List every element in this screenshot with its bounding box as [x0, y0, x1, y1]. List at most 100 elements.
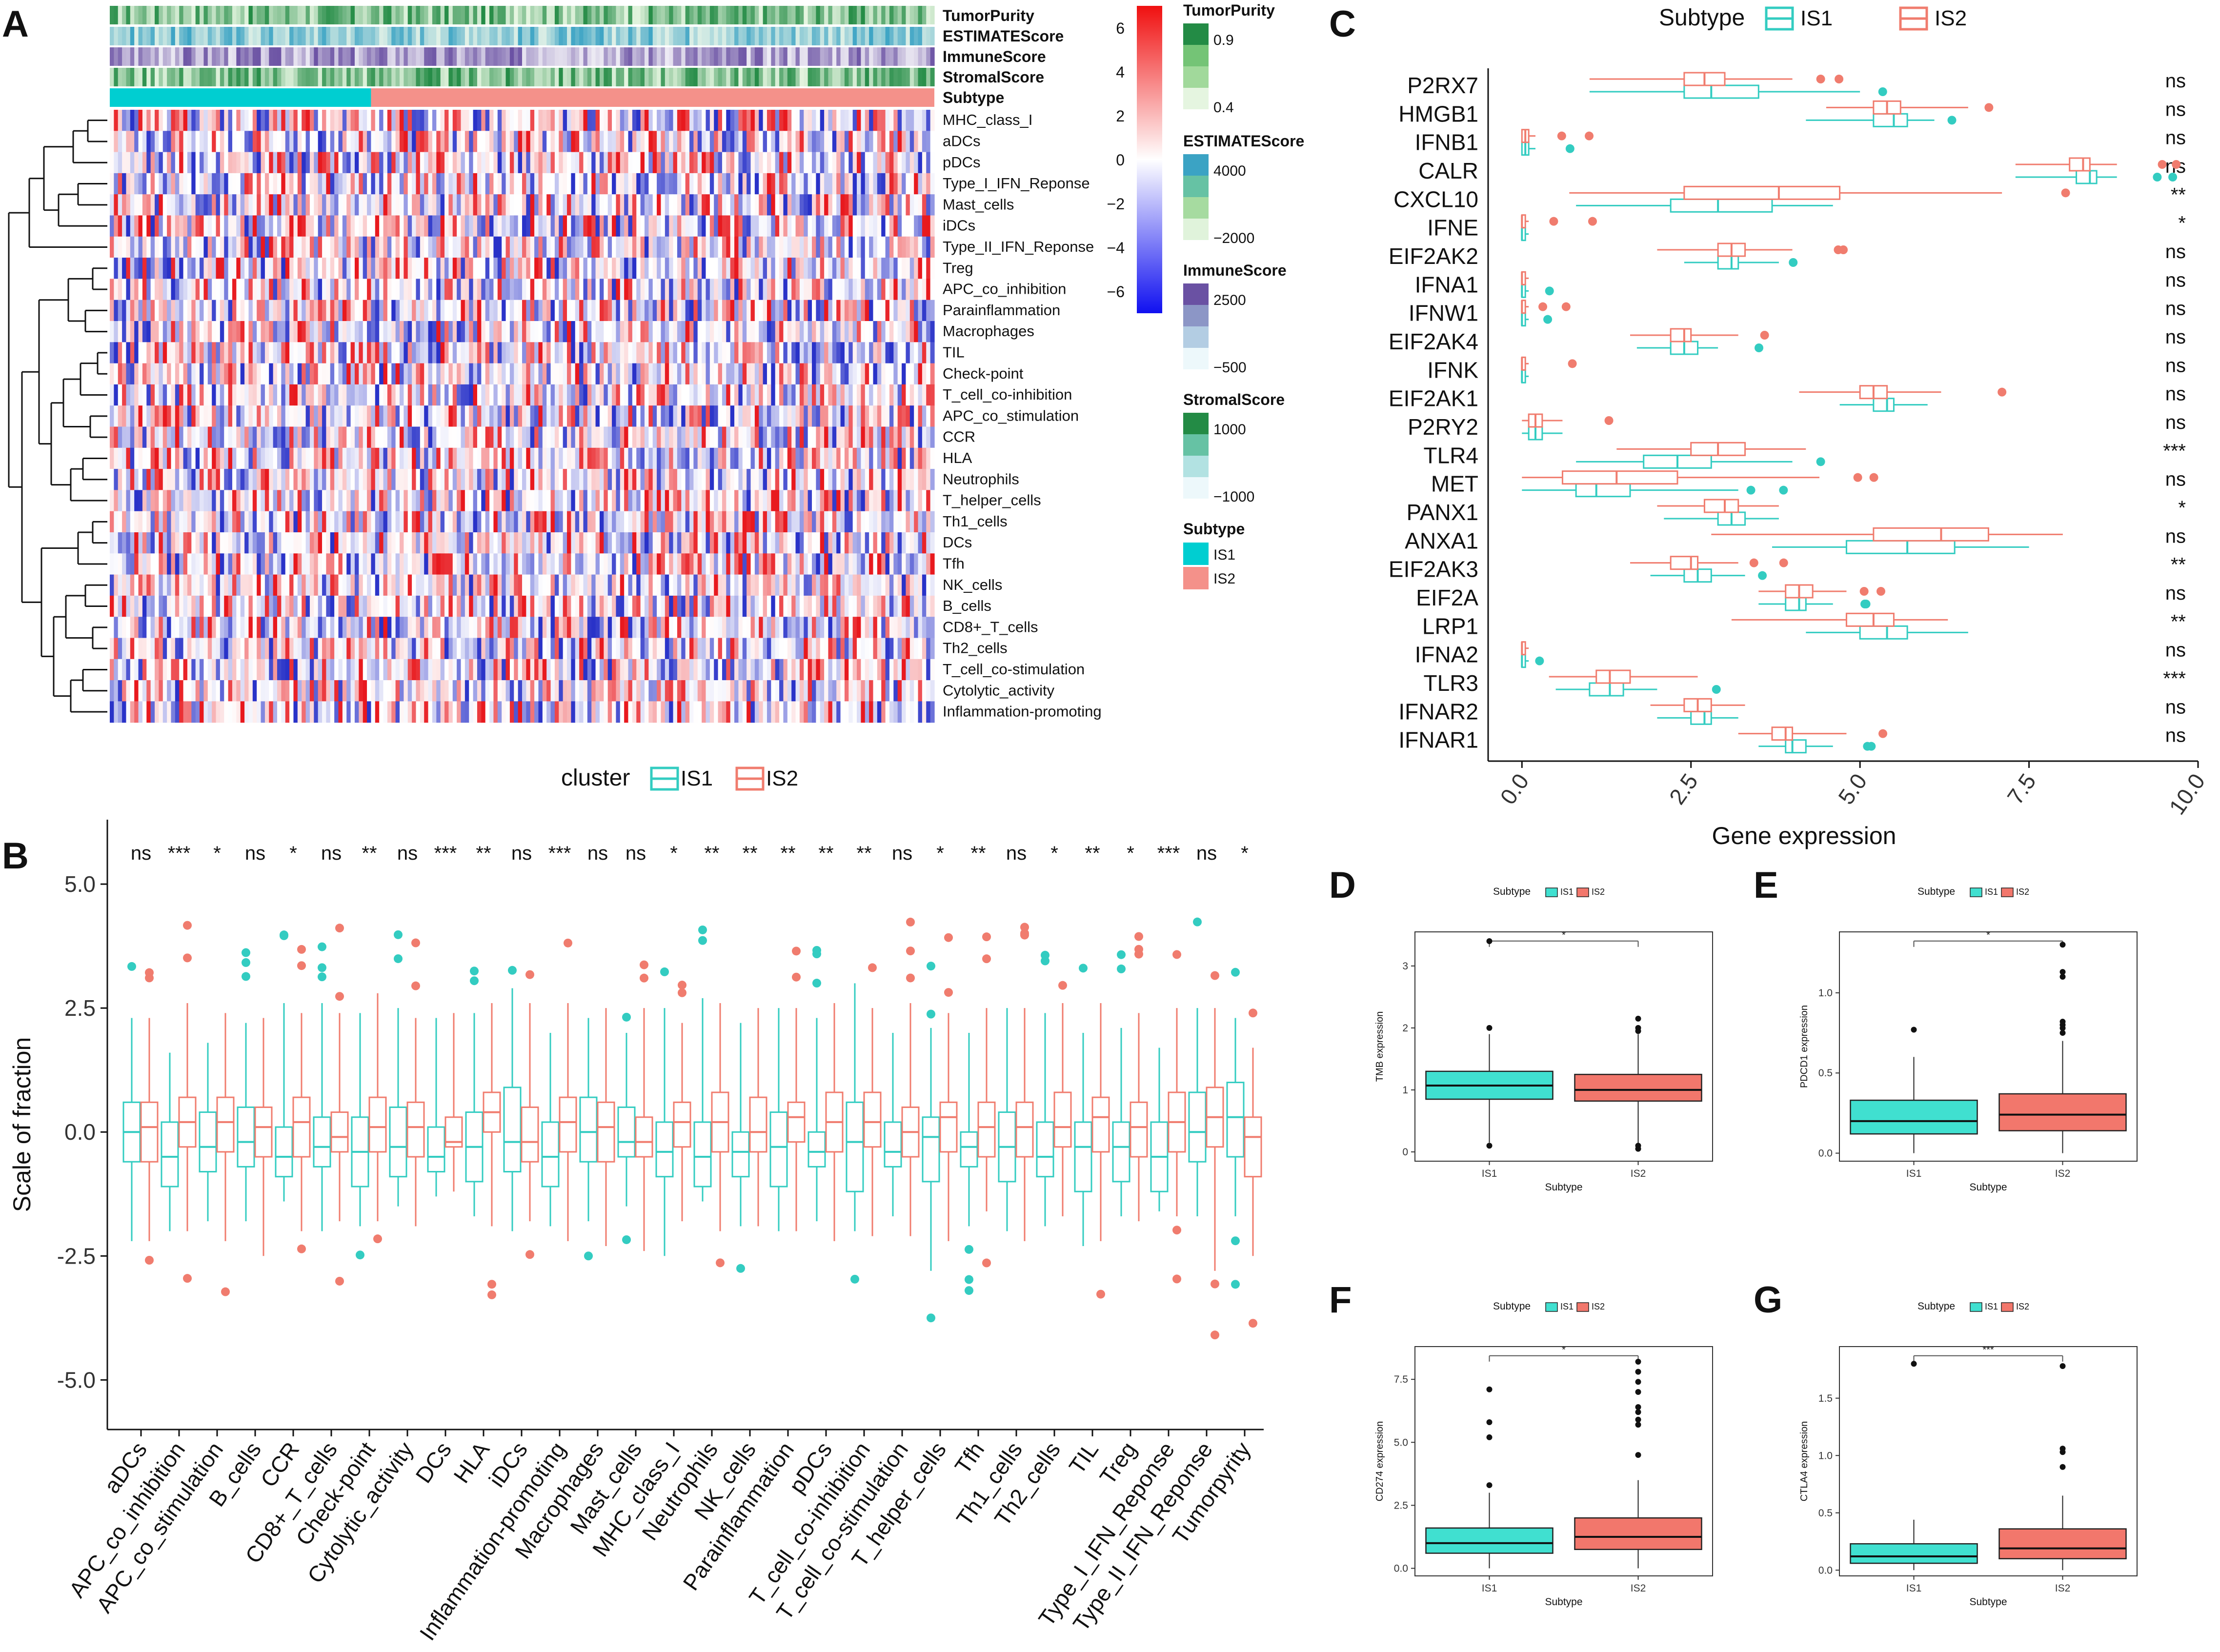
track-cell: [383, 68, 388, 86]
heatmap-cell: [824, 131, 829, 153]
heatmap-cell: [804, 469, 808, 490]
heatmap-cell: [673, 321, 678, 342]
heatmap-cell: [750, 110, 755, 131]
heatmap-cell: [502, 152, 506, 174]
heatmap-cell: [400, 511, 404, 533]
heatmap-cell: [134, 279, 139, 301]
track-cell: [391, 6, 396, 24]
heatmap-cell: [228, 173, 233, 195]
heatmap-cell: [330, 342, 335, 364]
heatmap-cell: [159, 194, 163, 216]
track-cell: [318, 47, 323, 66]
track-cell: [244, 6, 249, 24]
track-cell: [461, 47, 465, 66]
heatmap-cell: [893, 511, 898, 533]
track-cell: [493, 27, 498, 45]
heatmap-cell: [534, 447, 539, 469]
track-cell: [530, 27, 535, 45]
heatmap-cell: [200, 131, 204, 153]
heatmap-cell: [473, 532, 478, 554]
heatmap-cell: [685, 300, 690, 322]
heatmap-cell: [706, 152, 710, 174]
heatmap-cell: [118, 490, 122, 512]
heatmap-cell: [926, 426, 931, 448]
heatmap-cell: [897, 131, 902, 153]
heatmap-cell: [200, 384, 204, 406]
heatmap-cell: [322, 469, 327, 490]
heatmap-cell: [477, 152, 482, 174]
heatmap-cell: [391, 173, 396, 195]
heatmap-cell: [763, 110, 767, 131]
heatmap-cell: [277, 342, 282, 364]
heatmap-cell: [889, 321, 894, 342]
track-cell: [828, 27, 833, 45]
heatmap-cell: [150, 342, 155, 364]
heatmap-cell: [665, 447, 669, 469]
heatmap-cell: [252, 469, 257, 490]
heatmap-cell: [305, 447, 310, 469]
heatmap-cell: [452, 490, 457, 512]
heatmap-cell: [110, 511, 114, 533]
heatmap-cell: [122, 532, 127, 554]
heatmap-cell: [342, 258, 347, 279]
track-cell: [709, 68, 714, 86]
heatmap-cell: [420, 131, 424, 153]
heatmap-cell: [861, 215, 866, 237]
heatmap-cell: [183, 511, 188, 533]
heatmap-cell: [252, 447, 257, 469]
heatmap-cell: [191, 300, 196, 322]
heatmap-cell: [118, 110, 122, 131]
heatmap-cell: [232, 194, 237, 216]
track-cell: [395, 47, 400, 66]
heatmap-cell: [200, 363, 204, 385]
heatmap-cell: [771, 215, 776, 237]
heatmap-cell: [167, 152, 172, 174]
heatmap-cell: [424, 131, 429, 153]
heatmap-cell: [669, 342, 674, 364]
track-cell: [514, 68, 519, 86]
track-cell: [367, 68, 372, 86]
heatmap-cell: [187, 279, 192, 301]
heatmap-cell: [885, 110, 890, 131]
heatmap-cell: [861, 447, 866, 469]
track-cell: [624, 68, 629, 86]
heatmap-cell: [636, 236, 641, 258]
heatmap-cell: [461, 532, 465, 554]
heatmap-cell: [285, 258, 290, 279]
heatmap-cell: [791, 384, 796, 406]
heatmap-cell: [579, 363, 584, 385]
heatmap-cell: [628, 490, 633, 512]
heatmap-cell: [346, 131, 351, 153]
heatmap-cell: [293, 426, 298, 448]
heatmap-cell: [828, 490, 833, 512]
heatmap-cell: [906, 342, 910, 364]
annotation-track-2: [110, 47, 935, 66]
heatmap-cell: [350, 532, 355, 554]
track-cell: [387, 47, 392, 66]
heatmap-cell: [457, 173, 462, 195]
heatmap-cell: [673, 469, 678, 490]
heatmap-cell: [371, 215, 376, 237]
track-cell: [383, 6, 388, 24]
track-cell: [706, 68, 710, 86]
heatmap-cell: [334, 131, 339, 153]
heatmap-cell: [930, 236, 935, 258]
heatmap-cell: [706, 258, 710, 279]
heatmap-cell: [371, 236, 376, 258]
heatmap-cell: [440, 173, 445, 195]
track-cell: [191, 47, 196, 66]
heatmap-cell: [779, 321, 784, 342]
heatmap-cell: [750, 236, 755, 258]
track-cell: [509, 47, 514, 66]
heatmap-cell: [502, 363, 506, 385]
heatmap-cell: [681, 258, 686, 279]
heatmap-cell: [240, 258, 245, 279]
heatmap-cell: [522, 384, 526, 406]
heatmap-cell: [187, 321, 192, 342]
heatmap-cell: [183, 236, 188, 258]
track-cell: [464, 47, 469, 66]
heatmap-cell: [522, 511, 526, 533]
track-cell: [122, 47, 127, 66]
track-cell: [138, 68, 143, 86]
heatmap-cell: [122, 447, 127, 469]
